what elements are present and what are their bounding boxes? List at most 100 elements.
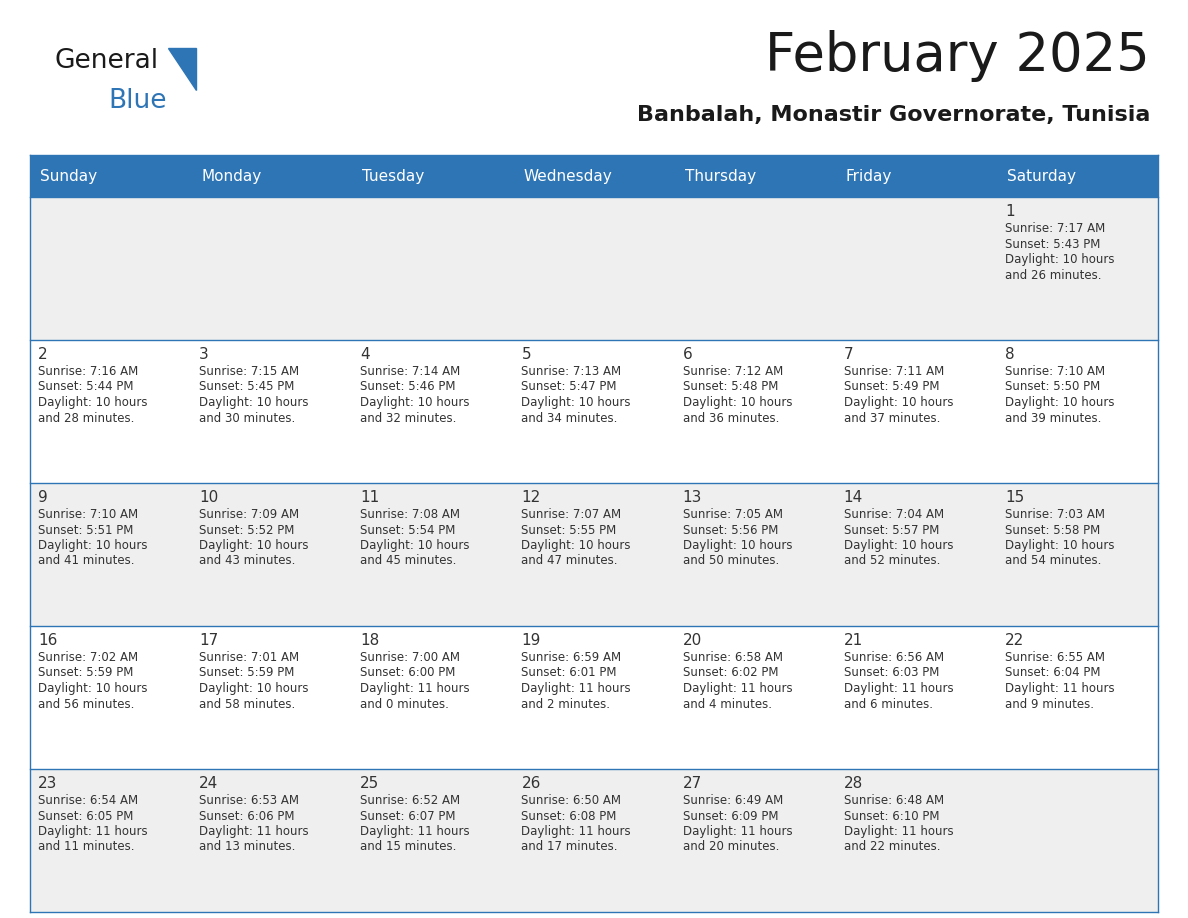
Text: Daylight: 10 hours: Daylight: 10 hours — [360, 539, 469, 552]
Text: Sunrise: 6:55 AM: Sunrise: 6:55 AM — [1005, 651, 1105, 664]
Text: Sunset: 5:48 PM: Sunset: 5:48 PM — [683, 380, 778, 394]
Text: and 26 minutes.: and 26 minutes. — [1005, 268, 1101, 282]
Text: Sunrise: 7:00 AM: Sunrise: 7:00 AM — [360, 651, 460, 664]
Text: 27: 27 — [683, 776, 702, 791]
Text: Daylight: 10 hours: Daylight: 10 hours — [38, 682, 147, 695]
Bar — [30, 769, 1158, 912]
Text: 22: 22 — [1005, 633, 1024, 648]
Text: Sunrise: 6:56 AM: Sunrise: 6:56 AM — [843, 651, 943, 664]
Text: Sunset: 5:46 PM: Sunset: 5:46 PM — [360, 380, 456, 394]
Text: and 52 minutes.: and 52 minutes. — [843, 554, 940, 567]
Text: 9: 9 — [38, 490, 48, 505]
Text: and 6 minutes.: and 6 minutes. — [843, 698, 933, 711]
Text: Sunset: 5:55 PM: Sunset: 5:55 PM — [522, 523, 617, 536]
Text: Daylight: 11 hours: Daylight: 11 hours — [360, 682, 470, 695]
Text: Sunset: 5:51 PM: Sunset: 5:51 PM — [38, 523, 133, 536]
Text: Daylight: 10 hours: Daylight: 10 hours — [1005, 539, 1114, 552]
Text: Daylight: 11 hours: Daylight: 11 hours — [683, 682, 792, 695]
Text: Sunrise: 7:04 AM: Sunrise: 7:04 AM — [843, 508, 943, 521]
Polygon shape — [168, 48, 196, 90]
Text: Daylight: 10 hours: Daylight: 10 hours — [843, 396, 953, 409]
Text: Sunset: 6:09 PM: Sunset: 6:09 PM — [683, 810, 778, 823]
Text: and 15 minutes.: and 15 minutes. — [360, 841, 456, 854]
Text: Daylight: 10 hours: Daylight: 10 hours — [360, 396, 469, 409]
Text: and 17 minutes.: and 17 minutes. — [522, 841, 618, 854]
Text: Daylight: 10 hours: Daylight: 10 hours — [1005, 396, 1114, 409]
Text: Wednesday: Wednesday — [524, 169, 612, 184]
Text: 24: 24 — [200, 776, 219, 791]
Text: and 34 minutes.: and 34 minutes. — [522, 411, 618, 424]
Text: Sunrise: 7:13 AM: Sunrise: 7:13 AM — [522, 365, 621, 378]
Text: 25: 25 — [360, 776, 379, 791]
Text: and 22 minutes.: and 22 minutes. — [843, 841, 940, 854]
Text: 19: 19 — [522, 633, 541, 648]
Text: Sunset: 5:58 PM: Sunset: 5:58 PM — [1005, 523, 1100, 536]
Text: Sunrise: 6:50 AM: Sunrise: 6:50 AM — [522, 794, 621, 807]
Text: Sunrise: 6:54 AM: Sunrise: 6:54 AM — [38, 794, 138, 807]
Text: Daylight: 10 hours: Daylight: 10 hours — [843, 539, 953, 552]
Text: Sunset: 5:57 PM: Sunset: 5:57 PM — [843, 523, 939, 536]
Text: Daylight: 10 hours: Daylight: 10 hours — [683, 396, 792, 409]
Text: Sunset: 5:47 PM: Sunset: 5:47 PM — [522, 380, 617, 394]
Text: Daylight: 11 hours: Daylight: 11 hours — [683, 825, 792, 838]
Text: and 41 minutes.: and 41 minutes. — [38, 554, 134, 567]
Text: Sunrise: 7:03 AM: Sunrise: 7:03 AM — [1005, 508, 1105, 521]
Text: Sunrise: 6:53 AM: Sunrise: 6:53 AM — [200, 794, 299, 807]
Text: Daylight: 11 hours: Daylight: 11 hours — [360, 825, 470, 838]
Text: Tuesday: Tuesday — [362, 169, 424, 184]
Text: Sunrise: 6:52 AM: Sunrise: 6:52 AM — [360, 794, 461, 807]
Text: Sunrise: 7:16 AM: Sunrise: 7:16 AM — [38, 365, 138, 378]
Text: Blue: Blue — [108, 88, 166, 114]
Text: 13: 13 — [683, 490, 702, 505]
Text: and 54 minutes.: and 54 minutes. — [1005, 554, 1101, 567]
Text: Daylight: 10 hours: Daylight: 10 hours — [38, 396, 147, 409]
Text: 8: 8 — [1005, 347, 1015, 362]
Text: Sunrise: 7:12 AM: Sunrise: 7:12 AM — [683, 365, 783, 378]
Text: 2: 2 — [38, 347, 48, 362]
Text: Sunset: 5:56 PM: Sunset: 5:56 PM — [683, 523, 778, 536]
Text: 5: 5 — [522, 347, 531, 362]
Text: Saturday: Saturday — [1007, 169, 1076, 184]
Text: Daylight: 10 hours: Daylight: 10 hours — [522, 396, 631, 409]
Text: Sunset: 6:00 PM: Sunset: 6:00 PM — [360, 666, 456, 679]
Text: and 13 minutes.: and 13 minutes. — [200, 841, 296, 854]
Text: Friday: Friday — [846, 169, 892, 184]
Text: Sunrise: 7:11 AM: Sunrise: 7:11 AM — [843, 365, 944, 378]
Text: Sunset: 6:03 PM: Sunset: 6:03 PM — [843, 666, 939, 679]
Text: Sunset: 6:01 PM: Sunset: 6:01 PM — [522, 666, 617, 679]
Text: Sunset: 5:52 PM: Sunset: 5:52 PM — [200, 523, 295, 536]
Text: Sunrise: 6:58 AM: Sunrise: 6:58 AM — [683, 651, 783, 664]
Text: 14: 14 — [843, 490, 862, 505]
Bar — [30, 483, 1158, 626]
Text: and 32 minutes.: and 32 minutes. — [360, 411, 456, 424]
Text: 10: 10 — [200, 490, 219, 505]
Text: 17: 17 — [200, 633, 219, 648]
Text: and 58 minutes.: and 58 minutes. — [200, 698, 296, 711]
Text: Daylight: 10 hours: Daylight: 10 hours — [1005, 253, 1114, 266]
Text: and 43 minutes.: and 43 minutes. — [200, 554, 296, 567]
Text: and 50 minutes.: and 50 minutes. — [683, 554, 779, 567]
Text: Sunrise: 7:10 AM: Sunrise: 7:10 AM — [38, 508, 138, 521]
Text: Sunset: 5:59 PM: Sunset: 5:59 PM — [200, 666, 295, 679]
Text: and 11 minutes.: and 11 minutes. — [38, 841, 134, 854]
Text: Sunrise: 6:48 AM: Sunrise: 6:48 AM — [843, 794, 943, 807]
Text: Monday: Monday — [201, 169, 261, 184]
Text: Sunrise: 7:15 AM: Sunrise: 7:15 AM — [200, 365, 299, 378]
Text: Banbalah, Monastir Governorate, Tunisia: Banbalah, Monastir Governorate, Tunisia — [637, 105, 1150, 125]
Text: and 36 minutes.: and 36 minutes. — [683, 411, 779, 424]
Text: 21: 21 — [843, 633, 862, 648]
Text: Sunset: 6:02 PM: Sunset: 6:02 PM — [683, 666, 778, 679]
Text: 7: 7 — [843, 347, 853, 362]
Text: Sunrise: 7:05 AM: Sunrise: 7:05 AM — [683, 508, 783, 521]
Text: Sunset: 6:06 PM: Sunset: 6:06 PM — [200, 810, 295, 823]
Text: Sunset: 5:44 PM: Sunset: 5:44 PM — [38, 380, 133, 394]
Text: Sunrise: 7:14 AM: Sunrise: 7:14 AM — [360, 365, 461, 378]
Text: and 30 minutes.: and 30 minutes. — [200, 411, 296, 424]
Text: Sunrise: 7:17 AM: Sunrise: 7:17 AM — [1005, 222, 1105, 235]
Text: Daylight: 10 hours: Daylight: 10 hours — [522, 539, 631, 552]
Text: General: General — [55, 48, 159, 74]
Text: and 0 minutes.: and 0 minutes. — [360, 698, 449, 711]
Text: February 2025: February 2025 — [765, 30, 1150, 82]
Text: Sunset: 5:50 PM: Sunset: 5:50 PM — [1005, 380, 1100, 394]
Text: Sunset: 5:49 PM: Sunset: 5:49 PM — [843, 380, 940, 394]
